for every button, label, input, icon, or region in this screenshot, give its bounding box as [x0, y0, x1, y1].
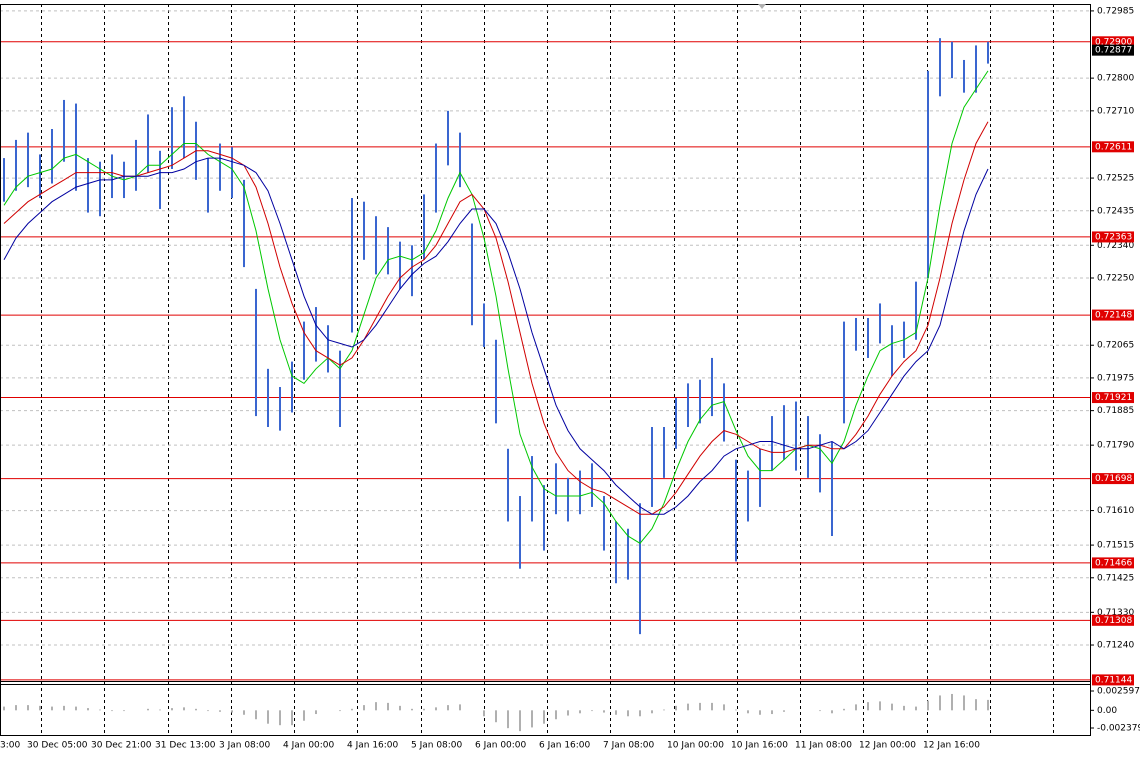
level-label: 0.71466: [1095, 558, 1132, 568]
level-label: 0.71698: [1095, 474, 1132, 484]
y-tick-label: 0.71425: [1097, 573, 1134, 583]
x-tick-label: 30 Dec 21:00: [91, 741, 152, 751]
x-tick-label: 12 Jan 00:00: [859, 741, 916, 751]
y-tick-label: 0.72525: [1097, 174, 1134, 184]
y-tick-label: 0.71885: [1097, 406, 1134, 416]
x-tick-label: 7 Jan 08:00: [603, 741, 655, 751]
x-tick-label: 4 Jan 16:00: [347, 741, 399, 751]
plot: [0, 38, 1090, 732]
y-tick-label: 0.71790: [1097, 441, 1134, 451]
level-label-bg: [1092, 309, 1134, 321]
level-label-bg: [1092, 231, 1134, 243]
current-price-label: 0.72877: [1095, 46, 1132, 56]
y-tick-label: 0.72065: [1097, 341, 1134, 351]
osc-tick-label: 0.00: [1097, 706, 1117, 716]
level-label: 0.71921: [1095, 393, 1132, 403]
x-tick-label: 4 Jan 00:00: [283, 741, 335, 751]
level-label: 0.72611: [1095, 142, 1132, 152]
level-label-bg: [1092, 473, 1134, 485]
y-tick-label: 0.72340: [1097, 241, 1134, 251]
price-axis: 0.72985 0.72800 0.72710 0.72525 0.72435 0.723…: [0, 6, 1140, 750]
level-label-bg: [1092, 36, 1134, 48]
x-tick-label: 11 Jan 08:00: [795, 741, 852, 751]
y-tick-label: 0.71515: [1097, 541, 1134, 551]
grid: [0, 4, 1090, 735]
y-tick-label: 0.72250: [1097, 273, 1134, 283]
x-tick-label: 3:00: [0, 741, 20, 751]
y-tick-label: 0.71975: [1097, 373, 1134, 383]
level-label: 0.71308: [1095, 616, 1132, 626]
level-label-bg: [1092, 674, 1134, 686]
level-label: 0.72900: [1095, 37, 1132, 47]
level-label-bg: [1092, 557, 1134, 569]
x-tick-label: 30 Dec 05:00: [27, 741, 88, 751]
y-tick-label: 0.71240: [1097, 641, 1134, 651]
x-tick-label: 10 Jan 00:00: [667, 741, 724, 751]
level-label: 0.72363: [1095, 232, 1132, 242]
shift-marker: [758, 4, 766, 9]
x-tick-label: 31 Dec 13:00: [155, 741, 216, 751]
level-label-bg: [1092, 392, 1134, 404]
x-tick-label: 6 Jan 16:00: [539, 741, 591, 751]
current-price-bg: [1092, 44, 1134, 56]
level-label: 0.71144: [1095, 675, 1132, 685]
y-tick-label: 0.71610: [1097, 506, 1134, 516]
level-label: 0.72148: [1095, 311, 1132, 321]
level-label-bg: [1092, 141, 1134, 153]
x-tick-label: 6 Jan 00:00: [475, 741, 527, 751]
y-tick-label: 0.71330: [1097, 608, 1134, 618]
x-tick-label: 12 Jan 16:00: [923, 741, 980, 751]
level-label-bg: [1092, 614, 1134, 626]
x-tick-label: 3 Jan 08:00: [219, 741, 271, 751]
moving-average: [3, 70, 989, 544]
osc-tick-label: 0.002597: [1097, 687, 1140, 697]
x-tick-label: 10 Jan 16:00: [731, 741, 788, 751]
chart-frame: [0, 4, 1091, 736]
y-tick-label: 0.72435: [1097, 206, 1134, 216]
moving-average: [3, 121, 989, 515]
y-tick-label: 0.72985: [1097, 6, 1134, 16]
osc-tick-label: -0.002379: [1097, 724, 1140, 734]
x-tick-label: 5 Jan 08:00: [411, 741, 463, 751]
y-tick-label: 0.72800: [1097, 74, 1134, 84]
y-tick-label: 0.72710: [1097, 106, 1134, 116]
moving-average: [3, 157, 989, 515]
